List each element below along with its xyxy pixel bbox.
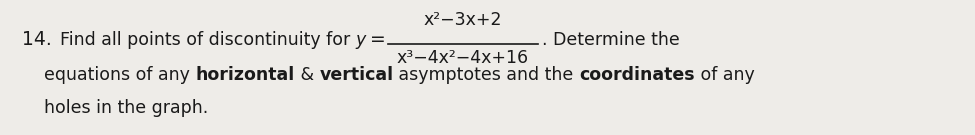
Text: x²−3x+2: x²−3x+2 [423,11,502,29]
Text: y: y [356,31,366,49]
Text: of any: of any [695,66,755,84]
Text: &: & [294,66,319,84]
Text: coordinates: coordinates [579,66,695,84]
Text: equations of any: equations of any [44,66,195,84]
Text: =: = [370,30,385,49]
Text: Find all points of discontinuity for: Find all points of discontinuity for [59,31,356,49]
Text: . Determine the: . Determine the [542,31,680,49]
Text: horizontal: horizontal [195,66,294,84]
Text: holes in the graph.: holes in the graph. [44,99,209,117]
Text: 14.: 14. [22,30,52,49]
Text: vertical: vertical [319,66,393,84]
Text: asymptotes and the: asymptotes and the [393,66,579,84]
Text: x³−4x²−4x+16: x³−4x²−4x+16 [397,49,528,67]
